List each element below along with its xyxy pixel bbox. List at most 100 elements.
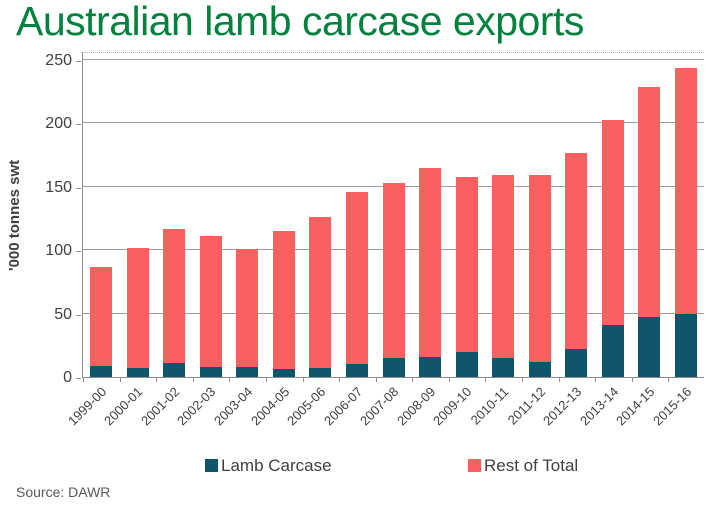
legend-label: Rest of Total <box>484 455 579 475</box>
bar-slot <box>375 53 412 377</box>
bar-2004-05 <box>272 231 295 377</box>
legend-item-lamb-carcase: Lamb Carcase <box>205 456 332 475</box>
y-tick-label-200: 200 <box>45 115 72 133</box>
x-tick-mark <box>448 378 450 382</box>
y-tick-mark <box>76 124 81 126</box>
bar-slot <box>631 53 668 377</box>
legend-item-rest-of-total: Rest of Total <box>468 455 579 475</box>
segment-rest-of-total <box>601 119 624 326</box>
gridline-250 <box>83 59 704 60</box>
bar-2001-02 <box>163 228 186 377</box>
bar-2006-07 <box>345 191 368 377</box>
bar-slot <box>412 53 449 377</box>
x-axis-label-2007-08: 2007-08 <box>357 384 402 429</box>
x-axis-label-2012-13: 2012-13 <box>540 384 585 429</box>
bar-2013-14 <box>601 119 624 377</box>
segment-lamb-carcase <box>528 361 551 377</box>
segment-lamb-carcase <box>345 364 368 377</box>
x-axis-label-2005-06: 2005-06 <box>284 384 329 429</box>
x-tick-mark <box>522 378 524 382</box>
bar-slot <box>83 53 120 377</box>
bar-2005-06 <box>309 217 332 377</box>
x-axis-label-1999-00: 1999-00 <box>64 384 109 429</box>
bar-1999-00 <box>90 266 113 377</box>
segment-lamb-carcase <box>565 349 588 377</box>
bar-2008-09 <box>419 167 442 377</box>
segment-rest-of-total <box>309 217 332 369</box>
segment-rest-of-total <box>272 231 295 370</box>
segment-rest-of-total <box>674 67 697 314</box>
bar-slot <box>594 53 631 377</box>
x-axis-label-2002-03: 2002-03 <box>174 384 219 429</box>
y-tick-mark <box>76 187 81 189</box>
x-axis-label-2000-01: 2000-01 <box>101 384 146 429</box>
x-axis-label-2001-02: 2001-02 <box>137 384 183 429</box>
x-axis-label-2014-15: 2014-15 <box>613 384 658 429</box>
x-tick-mark <box>485 378 487 382</box>
bar-2011-12 <box>528 175 551 377</box>
segment-lamb-carcase <box>90 365 113 377</box>
bar-2007-08 <box>382 183 405 377</box>
bar-slot <box>266 53 303 377</box>
x-tick-mark <box>595 378 597 382</box>
y-tick-label-50: 50 <box>54 305 72 323</box>
bar-2000-01 <box>126 247 149 377</box>
x-axis-label-2008-09: 2008-09 <box>393 384 439 429</box>
bar-2003-04 <box>236 248 259 377</box>
x-tick-mark <box>119 378 121 382</box>
segment-rest-of-total <box>492 175 515 358</box>
x-axis-label-2010-11: 2010-11 <box>467 384 512 428</box>
rest-of-total-swatch <box>468 459 481 472</box>
segment-lamb-carcase <box>419 356 442 377</box>
lamb-carcase-swatch <box>205 459 218 472</box>
bar-slot <box>156 53 193 377</box>
bar-2014-15 <box>638 86 661 377</box>
bar-slot <box>339 53 376 377</box>
x-tick-mark <box>668 378 670 382</box>
y-tick-mark <box>76 61 81 62</box>
segment-rest-of-total <box>565 152 588 350</box>
segment-lamb-carcase <box>199 366 222 377</box>
segment-rest-of-total <box>345 191 368 365</box>
y-tick-label-250: 250 <box>45 52 72 69</box>
x-axis-label-2006-07: 2006-07 <box>320 384 366 429</box>
y-tick-label-0: 0 <box>63 369 72 386</box>
bar-slot <box>521 53 558 377</box>
x-tick-mark <box>302 378 304 382</box>
x-axis-label-2011-12: 2011-12 <box>504 384 548 428</box>
x-axis-label-2013-14: 2013-14 <box>576 384 622 429</box>
segment-rest-of-total <box>638 86 661 318</box>
bar-2002-03 <box>199 236 222 377</box>
y-tick-mark <box>76 251 81 253</box>
bar-slot <box>229 53 266 377</box>
x-tick-mark <box>192 378 194 382</box>
bar-2015-16 <box>674 67 697 377</box>
x-tick-mark <box>339 378 341 382</box>
segment-rest-of-total <box>126 247 149 369</box>
x-tick-mark <box>265 378 267 382</box>
segment-rest-of-total <box>199 236 222 367</box>
segment-lamb-carcase <box>638 317 661 377</box>
plot-area <box>82 52 704 382</box>
segment-lamb-carcase <box>272 369 295 377</box>
bar-2010-11 <box>492 175 515 377</box>
x-tick-mark <box>375 378 377 382</box>
segment-rest-of-total <box>419 167 442 357</box>
segment-rest-of-total <box>528 175 551 362</box>
segment-lamb-carcase <box>382 357 405 377</box>
segment-lamb-carcase <box>163 363 186 377</box>
source-note: Source: DAWR <box>16 484 111 500</box>
x-axis-label-2009-10: 2009-10 <box>430 384 475 429</box>
x-tick-mark <box>229 378 231 382</box>
segment-lamb-carcase <box>309 368 332 377</box>
x-axis-label-2003-04: 2003-04 <box>210 384 256 429</box>
bars-container <box>83 53 704 377</box>
gridline-200 <box>83 122 704 124</box>
bar-slot <box>558 53 595 377</box>
y-tick-label-100: 100 <box>45 242 72 260</box>
x-axis-label-2015-16: 2015-16 <box>649 384 695 429</box>
segment-rest-of-total <box>90 266 113 366</box>
bar-slot <box>120 53 157 377</box>
bar-2012-13 <box>565 152 588 377</box>
